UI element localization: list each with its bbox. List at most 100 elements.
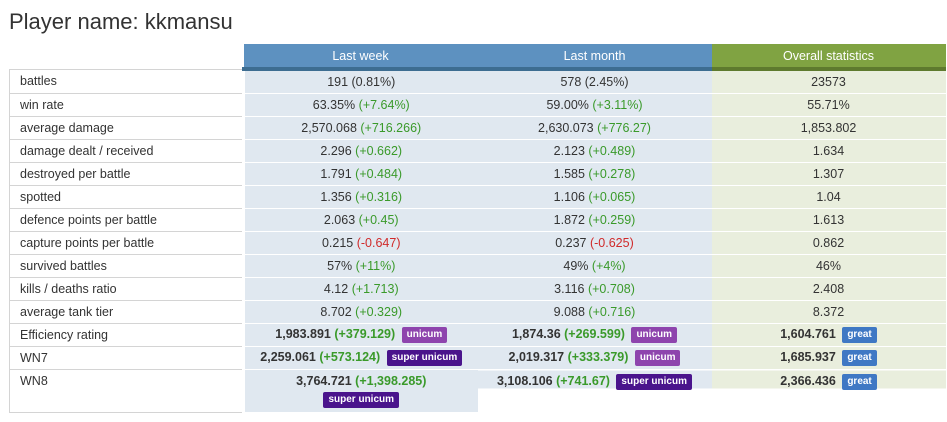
last-week-value: 2,570.068 (+716.266)	[243, 116, 478, 140]
last-month-delta: (+0.259)	[588, 213, 636, 227]
row-defence-points: defence points per battle 2.063 (+0.45) …	[9, 208, 946, 232]
row-survived-battles: survived battles 57% (+11%) 49% (+4%) 46…	[9, 254, 946, 278]
last-week-delta: (+1,398.285)	[355, 374, 427, 388]
overall-value: 2,366.436 great	[711, 369, 946, 413]
overall-value: 1,685.937 great	[711, 346, 946, 370]
last-month-value: 49% (+4%)	[477, 254, 712, 278]
last-month-delta: (+741.67)	[556, 374, 610, 388]
last-month-value: 3,108.106 (+741.67) super unicum	[477, 369, 712, 413]
overall-value: 1,604.761 great	[711, 323, 946, 347]
last-week-delta: (+0.316)	[355, 190, 403, 204]
last-week-delta: (+11%)	[355, 259, 396, 273]
overall-value: 23573	[711, 69, 946, 94]
rating-badge: unicum	[634, 350, 681, 366]
last-week-value: 8.702 (+0.329)	[243, 300, 478, 324]
page-title: Player name: kkmansu	[9, 9, 233, 34]
last-month-delta: (+3.11%)	[592, 98, 643, 112]
row-destroyed-per-battle: destroyed per battle 1.791 (+0.484) 1.58…	[9, 162, 946, 186]
row-wn8: WN8 3,764.721 (+1,398.285) super unicum 3…	[9, 369, 946, 413]
last-month-delta: (-0.625)	[589, 236, 634, 250]
rating-badge: unicum	[631, 327, 677, 343]
overall-value: 1.04	[711, 185, 946, 209]
overall-value: 55.71%	[711, 93, 946, 117]
row-battles: battles 191 (0.81%) 578 (2.45%) 23573	[9, 68, 946, 94]
rating-badge: super unicum	[323, 392, 400, 408]
last-week-delta: (+1.713)	[351, 282, 399, 296]
last-month-delta: (+0.489)	[588, 144, 636, 158]
stat-label: capture points per battle	[9, 231, 245, 255]
last-week-value: 1.356 (+0.316)	[243, 185, 478, 209]
last-week-value: 57% (+11%)	[243, 254, 478, 278]
last-month-value: 3.116 (+0.708)	[477, 277, 712, 301]
last-month-value: 1.872 (+0.259)	[477, 208, 712, 232]
row-win-rate: win rate 63.35% (+7.64%) 59.00% (+3.11%)…	[9, 93, 946, 117]
rating-badge: great	[842, 327, 877, 343]
last-week-value: 2.063 (+0.45)	[243, 208, 478, 232]
last-week-value: 1.791 (+0.484)	[243, 162, 478, 186]
stat-label: average damage	[9, 116, 245, 140]
rating-badge: unicum	[401, 327, 448, 343]
last-week-value: 2,259.061 (+573.124) super unicum	[243, 346, 478, 370]
header-blank	[9, 44, 244, 69]
overall-value: 46%	[711, 254, 946, 278]
column-header-overall[interactable]: Overall statistics	[711, 44, 946, 71]
stat-label: win rate	[9, 93, 245, 117]
last-month-delta: (+0.278)	[588, 167, 636, 181]
last-month-delta: (+269.599)	[564, 327, 625, 341]
last-month-value: 2,630.073 (+776.27)	[477, 116, 712, 140]
overall-value: 1,853.802	[711, 116, 946, 140]
stat-label: destroyed per battle	[9, 162, 245, 186]
rating-badge: great	[842, 374, 877, 390]
last-week-value: 1,983.891 (+379.129) unicum	[243, 323, 478, 347]
row-wn7: WN7 2,259.061 (+573.124) super unicum 2,…	[9, 346, 946, 370]
overall-value: 1.634	[711, 139, 946, 163]
last-month-value: 2.123 (+0.489)	[477, 139, 712, 163]
last-month-value: 59.00% (+3.11%)	[477, 93, 712, 117]
last-month-delta: (+333.379)	[567, 350, 629, 364]
row-damage-ratio: damage dealt / received 2.296 (+0.662) 2…	[9, 139, 946, 163]
row-kills-deaths: kills / deaths ratio 4.12 (+1.713) 3.116…	[9, 277, 946, 301]
overall-value: 1.307	[711, 162, 946, 186]
last-week-delta: (+7.64%)	[358, 98, 410, 112]
stat-label: survived battles	[9, 254, 245, 278]
last-week-value: 2.296 (+0.662)	[243, 139, 478, 163]
last-week-delta: (+0.484)	[355, 167, 403, 181]
last-month-delta: (+0.708)	[587, 282, 635, 296]
stat-label: damage dealt / received	[9, 139, 245, 163]
overall-value: 1.613	[711, 208, 946, 232]
last-week-delta: (+573.124)	[319, 350, 381, 364]
header-row: Last week Last month Overall statistics	[9, 44, 946, 71]
row-capture-points: capture points per battle 0.215 (-0.647)…	[9, 231, 946, 255]
row-average-tier: average tank tier 8.702 (+0.329) 9.088 (…	[9, 300, 946, 324]
last-month-value: 578 (2.45%)	[477, 69, 712, 94]
rating-badge: great	[842, 350, 877, 366]
overall-value: 0.862	[711, 231, 946, 255]
last-month-value: 1.585 (+0.278)	[477, 162, 712, 186]
last-week-delta: (+379.129)	[334, 327, 396, 341]
rating-badge: super unicum	[386, 350, 463, 366]
stat-label: kills / deaths ratio	[9, 277, 245, 301]
last-month-value: 9.088 (+0.716)	[477, 300, 712, 324]
column-header-last-week[interactable]: Last week	[243, 44, 478, 71]
stat-label: spotted	[9, 185, 245, 209]
stat-label: WN7	[9, 346, 245, 370]
last-month-delta: (+776.27)	[597, 121, 651, 135]
column-header-last-month[interactable]: Last month	[477, 44, 712, 71]
rating-badge: super unicum	[616, 374, 692, 390]
last-week-value: 4.12 (+1.713)	[243, 277, 478, 301]
last-month-value: 2,019.317 (+333.379) unicum	[477, 346, 712, 370]
last-week-delta: (+716.266)	[360, 121, 422, 135]
stat-label: Efficiency rating	[9, 323, 245, 347]
last-month-delta: (+0.716)	[588, 305, 636, 319]
last-week-delta: (+0.662)	[355, 144, 403, 158]
last-week-delta: (+0.329)	[355, 305, 403, 319]
overall-value: 2.408	[711, 277, 946, 301]
stat-label: defence points per battle	[9, 208, 245, 232]
stat-label: WN8	[9, 369, 245, 413]
stat-label: battles	[9, 68, 245, 94]
row-average-damage: average damage 2,570.068 (+716.266) 2,63…	[9, 116, 946, 140]
stats-table: Last week Last month Overall statistics …	[9, 44, 946, 413]
last-month-value: 1.106 (+0.065)	[477, 185, 712, 209]
stat-label: average tank tier	[9, 300, 245, 324]
row-efficiency-rating: Efficiency rating 1,983.891 (+379.129) u…	[9, 323, 946, 347]
